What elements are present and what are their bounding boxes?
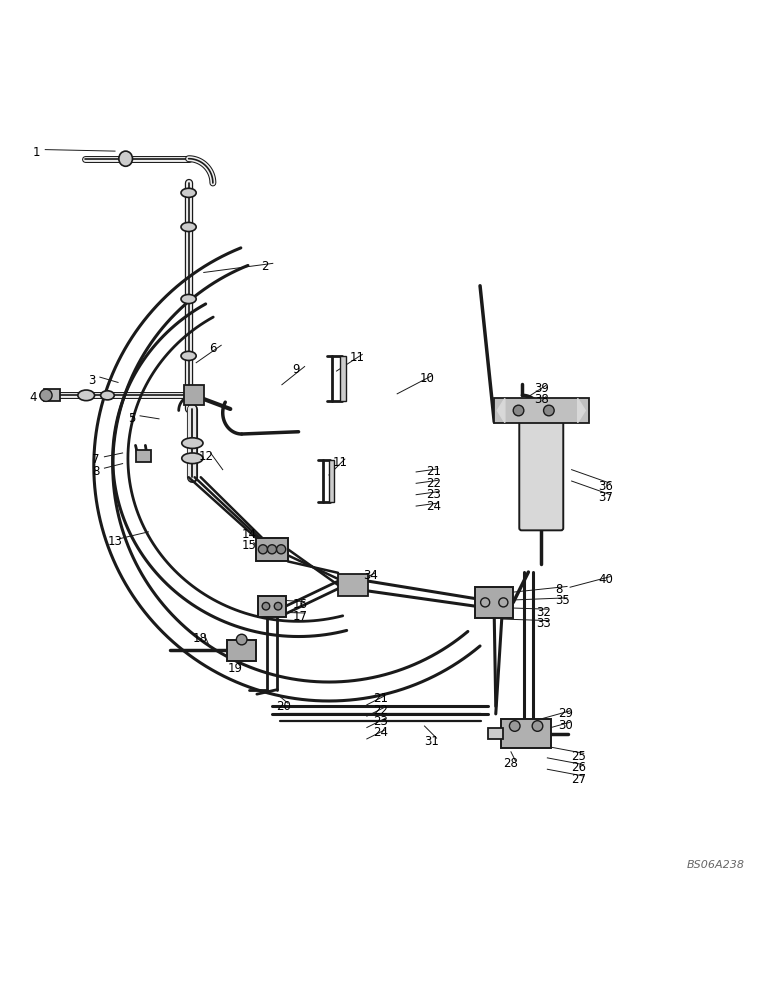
Text: 16: 16 [293,598,307,611]
Text: 19: 19 [227,662,242,675]
Circle shape [543,405,554,416]
Text: 28: 28 [503,757,518,770]
Circle shape [262,602,270,610]
FancyBboxPatch shape [184,385,204,405]
Text: 8: 8 [555,583,562,596]
Text: 23: 23 [426,488,441,501]
FancyBboxPatch shape [44,389,60,401]
Bar [494,398,589,423]
Text: 1: 1 [33,146,40,159]
FancyBboxPatch shape [329,460,334,502]
Text: 23: 23 [373,715,388,728]
Circle shape [533,721,542,731]
Text: 25: 25 [571,750,587,763]
FancyBboxPatch shape [227,640,256,661]
Text: 15: 15 [241,539,257,552]
FancyBboxPatch shape [258,596,286,617]
Circle shape [499,598,508,607]
FancyBboxPatch shape [475,587,513,618]
Ellipse shape [119,151,132,166]
Text: BS06A238: BS06A238 [687,860,745,870]
Text: 2: 2 [261,260,268,273]
Ellipse shape [181,188,196,197]
Text: 11: 11 [332,456,348,469]
Text: 3: 3 [88,374,95,387]
Text: 33: 33 [536,617,551,630]
Text: 38: 38 [534,393,549,406]
Text: 20: 20 [276,700,290,713]
FancyBboxPatch shape [488,728,503,739]
Text: 31: 31 [425,735,439,748]
Text: 21: 21 [373,692,388,705]
Text: 5: 5 [128,412,135,425]
Text: 30: 30 [558,719,573,732]
Ellipse shape [181,222,196,232]
Circle shape [510,721,520,731]
Circle shape [274,602,282,610]
Text: 17: 17 [293,610,307,623]
Ellipse shape [101,391,115,400]
Text: 4: 4 [29,391,37,404]
Text: 34: 34 [363,569,378,582]
Text: 8: 8 [92,465,99,478]
Text: 12: 12 [199,450,213,463]
Text: 9: 9 [293,363,300,376]
Text: 24: 24 [426,500,441,513]
FancyBboxPatch shape [135,450,151,462]
Polygon shape [497,398,505,423]
FancyBboxPatch shape [520,408,563,530]
Circle shape [277,545,286,554]
Circle shape [258,545,267,554]
Text: 11: 11 [350,351,365,364]
Circle shape [267,545,277,554]
Text: 27: 27 [571,773,587,786]
Circle shape [481,598,490,607]
Text: 21: 21 [426,465,441,478]
Text: 13: 13 [108,535,122,548]
Ellipse shape [182,453,203,464]
Text: 39: 39 [534,382,549,395]
Text: 18: 18 [193,632,207,645]
Text: 29: 29 [558,707,573,720]
Polygon shape [578,398,585,423]
Text: 10: 10 [420,372,435,385]
FancyBboxPatch shape [339,356,345,401]
Text: 6: 6 [209,342,216,355]
Text: 32: 32 [536,606,551,619]
Circle shape [236,634,247,645]
FancyBboxPatch shape [338,574,368,596]
Text: 22: 22 [373,704,388,717]
Text: 7: 7 [92,453,100,466]
Text: 36: 36 [598,480,613,493]
Circle shape [513,405,524,416]
Ellipse shape [181,351,196,360]
Text: 24: 24 [373,726,388,739]
Ellipse shape [182,438,203,448]
Text: 40: 40 [598,573,613,586]
Ellipse shape [181,294,196,304]
Circle shape [40,389,52,401]
Text: 22: 22 [426,477,441,490]
Text: 37: 37 [598,491,613,504]
FancyBboxPatch shape [501,719,551,748]
Ellipse shape [78,390,95,401]
Text: 26: 26 [571,761,587,774]
Text: 14: 14 [241,528,257,541]
FancyBboxPatch shape [256,538,288,561]
Text: 35: 35 [555,594,570,607]
